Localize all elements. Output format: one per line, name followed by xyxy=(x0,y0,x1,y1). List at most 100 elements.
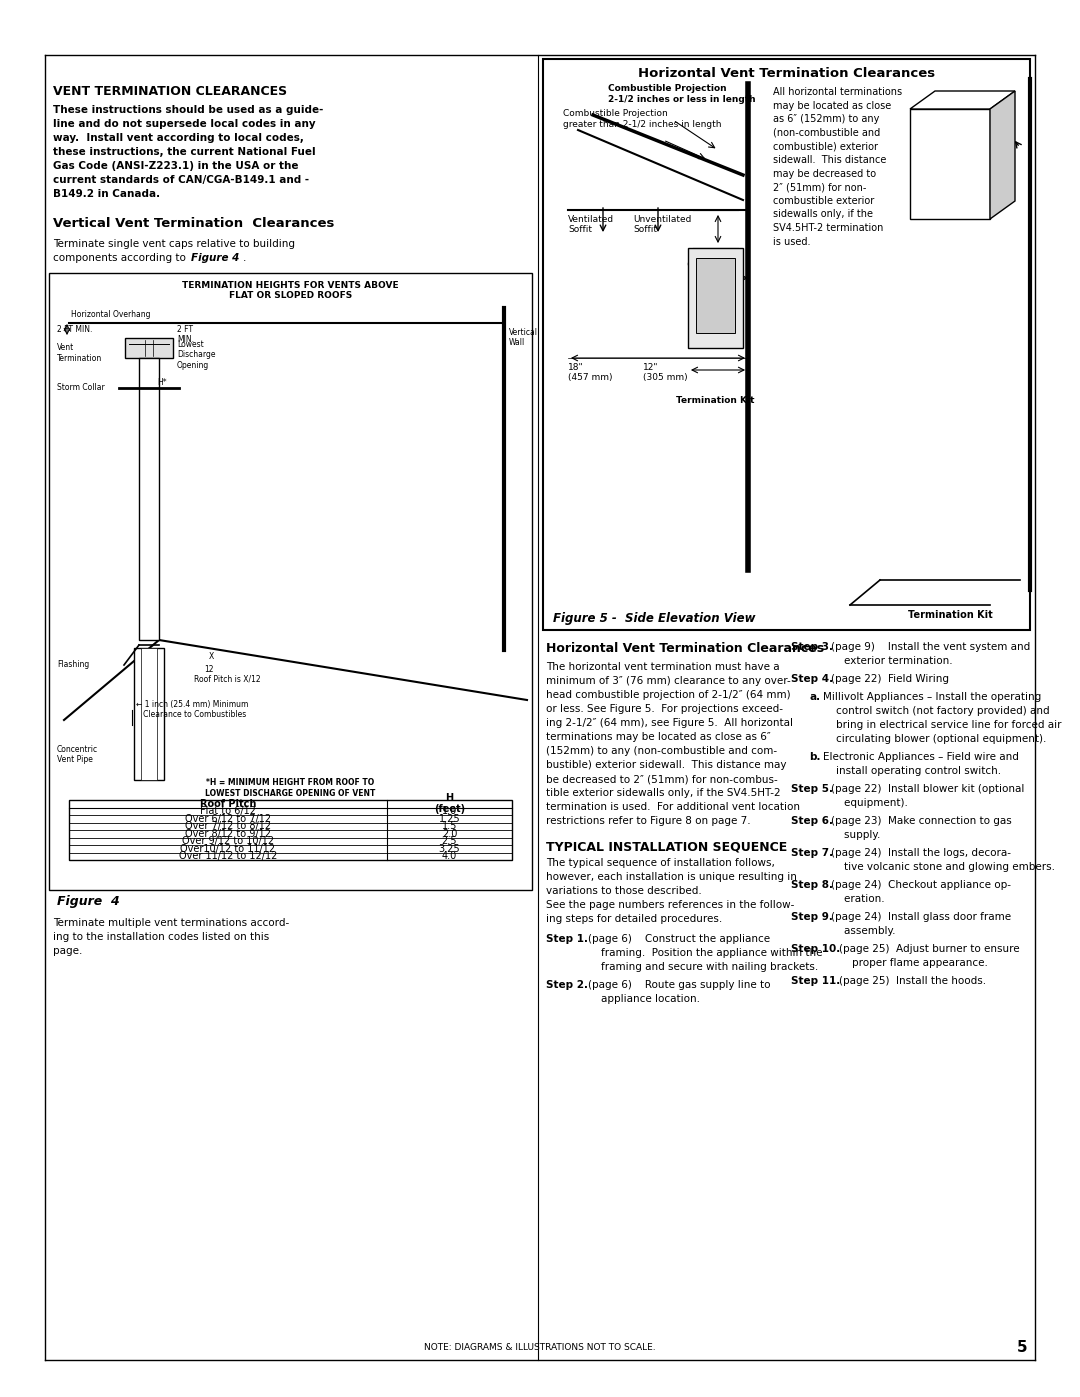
Text: (page 22)  Field Wiring: (page 22) Field Wiring xyxy=(831,673,949,685)
Text: Figure 4: Figure 4 xyxy=(191,253,240,263)
Text: Vent
Termination: Vent Termination xyxy=(57,344,103,363)
Text: 1.25: 1.25 xyxy=(438,813,460,824)
Text: H*: H* xyxy=(157,379,166,387)
Bar xyxy=(688,249,743,348)
Text: 4.0: 4.0 xyxy=(442,851,457,861)
Text: 3.25: 3.25 xyxy=(438,844,460,854)
Text: Over 6/12 to 7/12: Over 6/12 to 7/12 xyxy=(185,813,271,824)
Text: Step 6.: Step 6. xyxy=(791,816,833,826)
Text: Termination Kit: Termination Kit xyxy=(907,610,993,620)
Text: Ventilated
Soffit: Ventilated Soffit xyxy=(568,215,615,235)
Text: Step 5.: Step 5. xyxy=(791,784,833,793)
Text: ing 2-1/2″ (64 mm), see Figure 5.  All horizontal: ing 2-1/2″ (64 mm), see Figure 5. All ho… xyxy=(546,718,793,728)
Text: X: X xyxy=(210,652,214,661)
Text: framing.  Position the appliance within the: framing. Position the appliance within t… xyxy=(588,949,823,958)
Bar xyxy=(125,338,173,358)
Text: Flat to 6/12: Flat to 6/12 xyxy=(200,806,256,816)
Text: Step 11.: Step 11. xyxy=(791,977,840,986)
Text: termination is used.  For additional vent location: termination is used. For additional vent… xyxy=(546,802,800,812)
Text: Horizontal Vent Termination Clearances: Horizontal Vent Termination Clearances xyxy=(638,67,935,80)
Text: FLAT OR SLOPED ROOFS: FLAT OR SLOPED ROOFS xyxy=(229,291,352,300)
Text: 2.0: 2.0 xyxy=(442,828,457,838)
Bar xyxy=(49,272,532,890)
Text: *H = MINIMUM HEIGHT FROM ROOF TO
LOWEST DISCHARGE OPENING OF VENT: *H = MINIMUM HEIGHT FROM ROOF TO LOWEST … xyxy=(205,778,376,798)
Text: TERMINATION HEIGHTS FOR VENTS ABOVE: TERMINATION HEIGHTS FOR VENTS ABOVE xyxy=(183,281,399,291)
Text: (page 23)  Make connection to gas: (page 23) Make connection to gas xyxy=(831,816,1012,826)
Text: 2 FT
MIN.: 2 FT MIN. xyxy=(177,326,194,345)
Text: Over 7/12 to 8/12: Over 7/12 to 8/12 xyxy=(185,821,271,831)
Text: 12"
(305 mm): 12" (305 mm) xyxy=(643,363,688,383)
Text: 12: 12 xyxy=(204,665,214,673)
Text: Step 8.: Step 8. xyxy=(791,880,833,890)
Text: Over 11/12 to 12/12: Over 11/12 to 12/12 xyxy=(179,851,278,861)
Text: tive volcanic stone and glowing embers.: tive volcanic stone and glowing embers. xyxy=(831,862,1055,872)
Text: 2.5: 2.5 xyxy=(442,837,457,847)
Text: Millivolt Appliances – Install the operating: Millivolt Appliances – Install the opera… xyxy=(823,692,1041,703)
Text: TYPICAL INSTALLATION SEQUENCE: TYPICAL INSTALLATION SEQUENCE xyxy=(546,840,787,854)
Text: however, each installation is unique resulting in: however, each installation is unique res… xyxy=(546,872,797,882)
Bar xyxy=(139,358,159,640)
Text: (page 24)  Install glass door frame: (page 24) Install glass door frame xyxy=(831,912,1011,922)
Text: bring in electrical service line for forced air: bring in electrical service line for for… xyxy=(823,719,1062,731)
Text: Step 9.: Step 9. xyxy=(791,912,833,922)
Text: Lowest
Discharge
Opening: Lowest Discharge Opening xyxy=(177,339,216,370)
Text: 5: 5 xyxy=(1016,1340,1027,1355)
Text: these instructions, the current National Fuel: these instructions, the current National… xyxy=(53,147,315,156)
Text: components according to: components according to xyxy=(53,253,189,263)
Text: Over 9/12 to 10/12: Over 9/12 to 10/12 xyxy=(181,837,274,847)
Text: b.: b. xyxy=(809,752,821,761)
Bar xyxy=(543,59,1030,630)
Text: circulating blower (optional equipment).: circulating blower (optional equipment). xyxy=(823,733,1047,745)
Text: install operating control switch.: install operating control switch. xyxy=(823,766,1001,775)
Text: bustible) exterior sidewall.  This distance may: bustible) exterior sidewall. This distan… xyxy=(546,760,786,770)
Text: Over10/12 to 11/12: Over10/12 to 11/12 xyxy=(180,844,275,854)
Text: appliance location.: appliance location. xyxy=(588,995,700,1004)
Text: .: . xyxy=(243,253,246,263)
Text: 18"
(457 mm): 18" (457 mm) xyxy=(568,363,612,383)
Text: line and do not supersede local codes in any: line and do not supersede local codes in… xyxy=(53,119,315,129)
Text: framing and secure with nailing brackets.: framing and secure with nailing brackets… xyxy=(588,963,819,972)
Polygon shape xyxy=(910,91,1015,109)
Text: Roof Pitch is X/12: Roof Pitch is X/12 xyxy=(194,675,260,685)
Text: Step 3.: Step 3. xyxy=(791,643,833,652)
Text: tible exterior sidewalls only, if the SV4.5HT-2: tible exterior sidewalls only, if the SV… xyxy=(546,788,781,798)
Text: NOTE: DIAGRAMS & ILLUSTRATIONS NOT TO SCALE.: NOTE: DIAGRAMS & ILLUSTRATIONS NOT TO SC… xyxy=(424,1343,656,1352)
Text: Termination Kit: Termination Kit xyxy=(676,395,755,405)
Polygon shape xyxy=(990,91,1015,219)
Text: Vertical Vent Termination  Clearances: Vertical Vent Termination Clearances xyxy=(53,217,335,231)
Bar xyxy=(696,258,735,332)
Text: eration.: eration. xyxy=(831,894,885,904)
Text: See the page numbers references in the follow-: See the page numbers references in the f… xyxy=(546,900,795,909)
Text: Figure 5 -  Side Elevation View: Figure 5 - Side Elevation View xyxy=(553,612,756,624)
Text: a.: a. xyxy=(809,692,820,703)
Text: control switch (not factory provided) and: control switch (not factory provided) an… xyxy=(823,705,1050,717)
Text: B149.2 in Canada.: B149.2 in Canada. xyxy=(53,189,160,198)
Text: Gas Code (ANSI-Z223.1) in the USA or the: Gas Code (ANSI-Z223.1) in the USA or the xyxy=(53,161,298,170)
Text: (page 6)    Route gas supply line to: (page 6) Route gas supply line to xyxy=(588,981,770,990)
Text: VENT TERMINATION CLEARANCES: VENT TERMINATION CLEARANCES xyxy=(53,85,287,98)
Text: (page 24)  Install the logs, decora-: (page 24) Install the logs, decora- xyxy=(831,848,1011,858)
Text: ing steps for detailed procedures.: ing steps for detailed procedures. xyxy=(546,914,723,923)
Text: Combustible Projection
greater than 2-1/2 inches in length: Combustible Projection greater than 2-1/… xyxy=(563,109,721,129)
Text: Over 8/12 to 9/12: Over 8/12 to 9/12 xyxy=(185,828,271,838)
Text: Electronic Appliances – Field wire and: Electronic Appliances – Field wire and xyxy=(823,752,1018,761)
Text: All horizontal terminations
may be located as close
as 6″ (152mm) to any
(non-co: All horizontal terminations may be locat… xyxy=(773,87,902,247)
Bar xyxy=(134,648,164,780)
Text: (page 24)  Checkout appliance op-: (page 24) Checkout appliance op- xyxy=(831,880,1011,890)
Text: Figure  4: Figure 4 xyxy=(57,895,120,908)
Bar xyxy=(910,109,990,219)
Text: H
(feet): H (feet) xyxy=(434,793,465,814)
Text: Step 7.: Step 7. xyxy=(791,848,833,858)
Text: or less. See Figure 5.  For projections exceed-: or less. See Figure 5. For projections e… xyxy=(546,704,783,714)
Text: Terminate multiple vent terminations accord-: Terminate multiple vent terminations acc… xyxy=(53,918,289,928)
Text: Unventilated
Soffit: Unventilated Soffit xyxy=(633,215,691,235)
Text: assembly.: assembly. xyxy=(831,926,895,936)
Text: These instructions should be used as a guide-: These instructions should be used as a g… xyxy=(53,105,323,115)
Text: Combustible Projection
2-1/2 inches or less in length: Combustible Projection 2-1/2 inches or l… xyxy=(608,84,756,105)
Text: way.  Install vent according to local codes,: way. Install vent according to local cod… xyxy=(53,133,303,142)
Text: head combustible projection of 2-1/2″ (64 mm): head combustible projection of 2-1/2″ (6… xyxy=(546,690,791,700)
Text: page.: page. xyxy=(53,946,82,956)
Text: Vertical
Wall: Vertical Wall xyxy=(509,328,538,348)
Text: 1.0: 1.0 xyxy=(442,806,457,816)
Text: Roof Pitch: Roof Pitch xyxy=(200,799,256,809)
